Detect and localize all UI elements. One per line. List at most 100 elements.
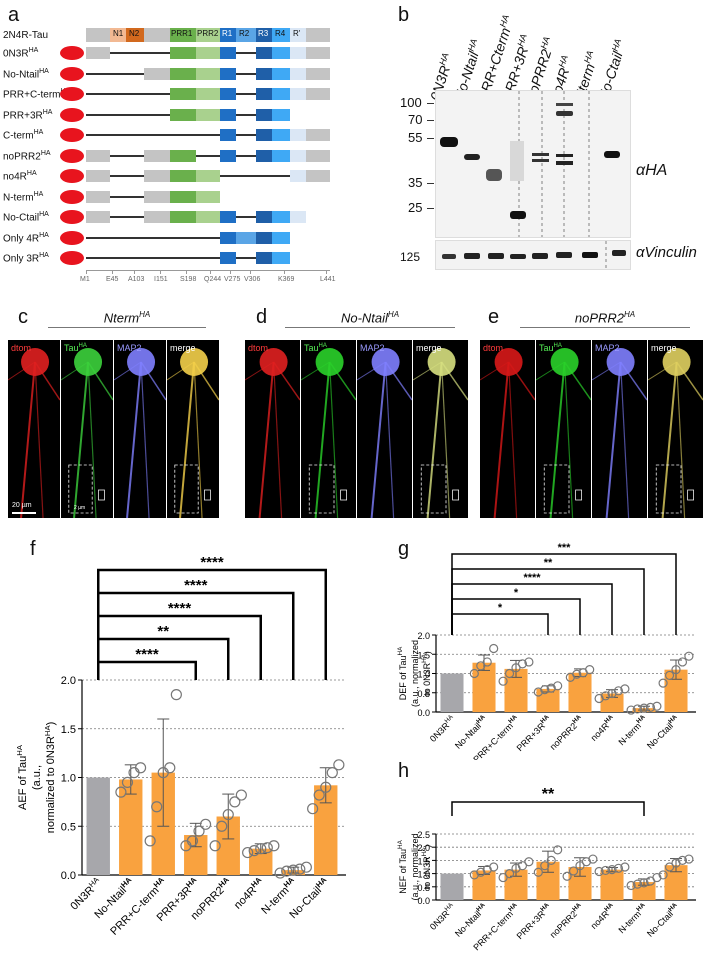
- domain-segment: [86, 190, 110, 203]
- domain-segment: [272, 88, 290, 100]
- channel-label: MAP2: [117, 343, 142, 353]
- data-point: [151, 801, 163, 813]
- construct-label-text: N-term: [3, 191, 34, 203]
- data-point: [632, 704, 643, 714]
- bar: [472, 870, 496, 900]
- channel-label-text: Tau: [64, 343, 79, 353]
- linker-line: [110, 154, 144, 157]
- category-label-tag: HA: [571, 713, 583, 725]
- micrograph-image: [357, 348, 412, 518]
- domain-rprime: R': [290, 28, 306, 42]
- chart-aef: 0.0 0.5 1.0 1.5 2.0 AEF of TauHA(a.u., normali…: [15, 554, 346, 938]
- micrograph-title: noPRR2HA: [520, 310, 690, 329]
- data-point: [164, 762, 176, 774]
- channel-label: merge: [170, 343, 196, 353]
- data-point: [498, 676, 508, 686]
- domain-r2-label: R2: [239, 29, 250, 38]
- category-label-tag: HA: [87, 875, 102, 890]
- construct-label: C-termHA: [3, 129, 43, 141]
- linker-line: [110, 216, 144, 218]
- data-point: [568, 866, 579, 876]
- linker-line: [236, 113, 256, 116]
- data-point: [281, 865, 293, 877]
- micrograph-tile: [8, 340, 60, 518]
- y-axis-label-line: to 0N3RHA): [421, 845, 432, 890]
- category-label: no4RHA: [588, 901, 618, 931]
- vinculin-mw-marker: 125: [400, 250, 421, 264]
- construct-label-tag: HA: [39, 211, 49, 218]
- linker-line: [86, 134, 220, 136]
- micrograph-tile: [61, 340, 113, 518]
- domain-segment: [220, 149, 236, 162]
- bar: [632, 882, 656, 900]
- y-tick-label: 1.0: [61, 773, 76, 785]
- axis-tick-mark: [250, 270, 251, 274]
- domain-r4: R4: [272, 28, 290, 42]
- data-point: [261, 842, 273, 854]
- mw-marker-tick: [427, 208, 434, 209]
- data-point: [664, 670, 675, 681]
- construct-label-text: noPRR2: [3, 150, 41, 162]
- category-label-tag: HA: [152, 875, 167, 890]
- data-point: [504, 868, 515, 879]
- channel-label-text: Tau: [539, 343, 554, 353]
- domain-segment: [272, 252, 290, 264]
- data-point: [209, 840, 221, 852]
- data-point: [652, 701, 662, 711]
- category-label-tag: HA: [475, 901, 487, 913]
- scale-bar-label: 20 µm: [12, 502, 32, 509]
- panel-letter-a: a: [8, 4, 20, 26]
- data-point: [115, 786, 127, 798]
- construct-diagram: 2N4R-Tau N1 N2 PRR1 PRR2 R1 R2 R3 R4 R' …: [0, 0, 380, 300]
- lane-label-tag: HA: [437, 51, 451, 67]
- domain-segment: [256, 108, 272, 121]
- mw-marker: 55: [408, 130, 423, 145]
- scale-bar: [12, 512, 36, 514]
- domain-segment: [144, 149, 170, 162]
- y-tick-label: 1.5: [61, 724, 76, 736]
- data-point: [533, 687, 543, 697]
- significance-bracket: [97, 660, 197, 680]
- channel-label: dtom: [11, 343, 31, 353]
- domain-segment: [170, 47, 196, 59]
- construct-label: Only 3RHA: [3, 252, 49, 264]
- construct-row: [60, 107, 340, 122]
- construct-label-tag: HA: [42, 108, 53, 116]
- data-point: [511, 863, 521, 873]
- micrograph-title-tag: HA: [387, 310, 400, 319]
- domain-segment: [220, 231, 236, 244]
- bar: [314, 785, 338, 875]
- data-point: [144, 835, 156, 847]
- data-point: [524, 857, 534, 867]
- domain-segment: [196, 67, 220, 80]
- significance-bracket: [451, 801, 645, 816]
- data-point: [645, 702, 656, 712]
- linker-line: [236, 93, 256, 95]
- micrograph-title-text: Nterm: [103, 310, 140, 326]
- micrograph-title: NtermHA: [48, 310, 206, 329]
- data-point: [489, 862, 499, 872]
- domain-prr2-label: PRR2: [197, 29, 219, 38]
- data-point: [313, 789, 325, 801]
- domain-segment: [196, 170, 220, 182]
- mw-marker-tick: [427, 103, 434, 104]
- panel-letter-h: h: [398, 760, 410, 782]
- header-label: 2N4R-Tau: [3, 30, 49, 41]
- bar: [440, 873, 464, 900]
- y-axis-label-tag: HA: [421, 653, 428, 663]
- construct-label-text: no4R: [3, 171, 27, 183]
- lane-label-tag: HA: [515, 32, 529, 48]
- domain-prr2: PRR2: [196, 28, 220, 42]
- y-tick-label: 0.5: [61, 821, 76, 833]
- axis-tick-mark: [134, 270, 135, 274]
- data-point: [639, 878, 649, 888]
- micrograph-title-text: noPRR2: [574, 310, 624, 326]
- domain-segment: [256, 47, 272, 59]
- channel-label-text: dtom: [483, 343, 504, 353]
- data-point: [517, 861, 528, 871]
- category-label-tag: HA: [571, 901, 583, 913]
- panel-letter-f: f: [30, 538, 36, 560]
- bar: [119, 779, 143, 875]
- western-blot: 0N3RHA No-NtailHA PRR+CtermHA PRR+3RHA noPRR…: [400, 0, 709, 270]
